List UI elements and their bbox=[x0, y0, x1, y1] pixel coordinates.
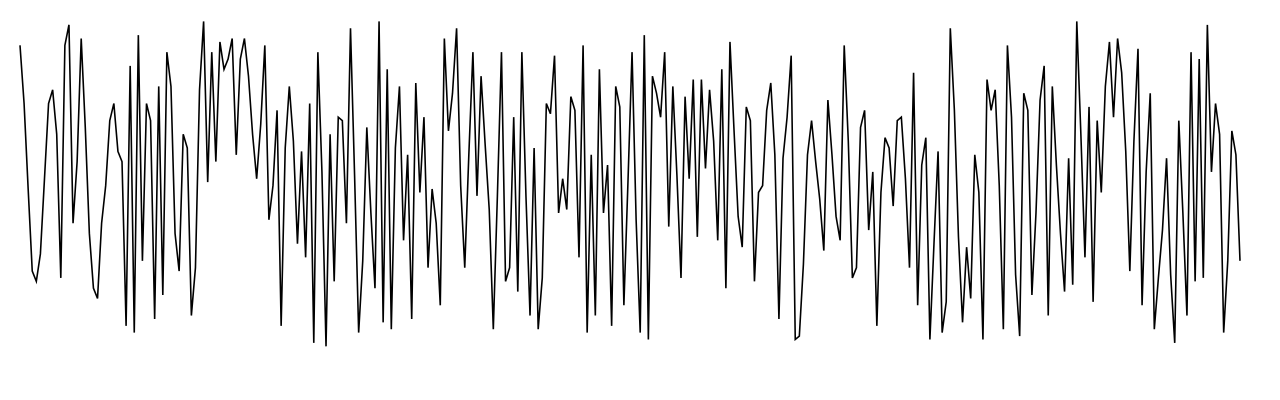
series-line-0 bbox=[19, 21, 1241, 347]
series-layer bbox=[19, 21, 1241, 347]
